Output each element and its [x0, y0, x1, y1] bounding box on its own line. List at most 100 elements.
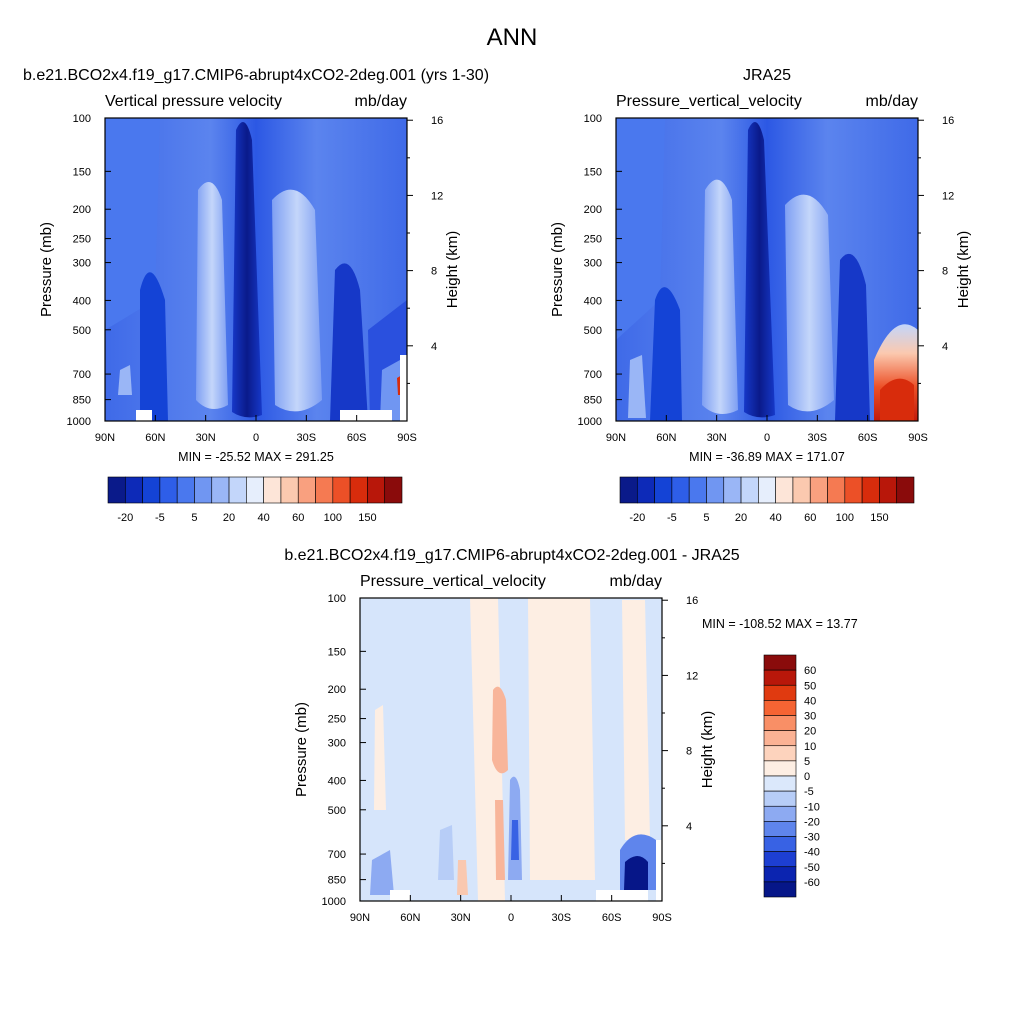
diff-ytick-label: 200: [328, 684, 346, 696]
colorbar-label: 20: [223, 512, 235, 524]
diff-rtick-label: 4: [686, 821, 692, 833]
obs-rtick-label: 8: [942, 266, 948, 278]
colorbar-swatch: [763, 866, 797, 883]
obs-xtick-label: 0: [764, 432, 770, 444]
colorbar-label: -60: [804, 877, 820, 889]
diff-ytick-label: 300: [328, 738, 346, 750]
colorbar-swatch: [792, 476, 811, 504]
colorbar-swatch: [332, 476, 351, 504]
diff-ytick-label: 100: [328, 593, 346, 605]
model-rtick-label: 16: [431, 115, 443, 127]
colorbar-swatch: [194, 476, 213, 504]
colorbar-swatch: [763, 836, 797, 852]
colorbar-label: 150: [358, 512, 376, 524]
colorbar-swatch: [706, 476, 725, 504]
model-ytick-label: 500: [73, 325, 91, 337]
model-stats: MIN = -25.52 MAX = 291.25: [178, 450, 334, 464]
colorbar-swatch: [775, 476, 794, 504]
colorbar-swatch: [763, 805, 797, 822]
colorbar-swatch: [740, 476, 759, 504]
obs-panel: Pressure_vertical_velocity mb/day 100 150…: [549, 93, 972, 444]
colorbar-label: 60: [804, 512, 816, 524]
diff-ytick-label: 500: [328, 805, 346, 817]
diff-xtick-label: 0: [508, 912, 514, 924]
colorbar-label: 40: [258, 512, 270, 524]
colorbar-swatch: [758, 476, 776, 504]
obs-xtick-label: 90N: [606, 432, 626, 444]
obs-var-label: Pressure_vertical_velocity: [616, 93, 802, 110]
model-xtick-label: 90N: [95, 432, 115, 444]
obs-colorbar: -20 -5 5 20 40 60 100 150: [619, 476, 915, 524]
diff-units-label: mb/day: [610, 573, 662, 590]
colorbar-swatch: [315, 476, 334, 504]
colorbar-swatch: [142, 476, 161, 504]
obs-plot-title: JRA25: [743, 67, 791, 84]
colorbar-swatch: [384, 476, 403, 504]
colorbar-swatch: [763, 881, 797, 898]
colorbar-swatch: [688, 476, 707, 504]
diff-ytick-label: 700: [328, 849, 346, 861]
model-rtick-label: 4: [431, 341, 437, 353]
colorbar-swatch: [297, 476, 316, 504]
diff-rtick-label: 12: [686, 670, 698, 682]
diff-xtick-label: 60S: [602, 912, 622, 924]
obs-ytick-label: 400: [584, 295, 602, 307]
model-ylabel-right: Height (km): [444, 231, 461, 309]
model-ytick-label: 250: [73, 234, 91, 246]
obs-units-label: mb/day: [866, 93, 918, 110]
colorbar-label: -5: [155, 512, 165, 524]
colorbar-swatch: [763, 760, 797, 777]
diff-ytick-label: 850: [328, 875, 346, 887]
obs-ytick-label: 700: [584, 369, 602, 381]
colorbar-swatch: [844, 476, 863, 504]
diff-ytick-label: 150: [328, 646, 346, 658]
obs-stats: MIN = -36.89 MAX = 171.07: [689, 450, 845, 464]
colorbar-label: -50: [804, 862, 820, 874]
diff-xtick-label: 30S: [552, 912, 572, 924]
colorbar-label: -10: [804, 801, 820, 813]
colorbar-swatch: [619, 476, 638, 504]
model-rtick-label: 8: [431, 266, 437, 278]
diff-ytick-label: 400: [328, 775, 346, 787]
colorbar-label: -5: [804, 786, 814, 798]
diff-ylabel: Pressure (mb): [293, 702, 310, 797]
diff-stats: MIN = -108.52 MAX = 13.77: [702, 617, 858, 631]
model-panel: Vertical pressure velocity mb/day 100 150…: [38, 93, 461, 444]
model-colorbar: -20 -5 5 20 40 60 100 150: [107, 476, 403, 524]
model-xtick-label: 0: [253, 432, 259, 444]
model-xtick-label: 60S: [347, 432, 367, 444]
colorbar-label: 0: [804, 771, 810, 783]
figure-title: ANN: [487, 24, 538, 51]
colorbar-label: -30: [804, 832, 820, 844]
diff-xtick-label: 90N: [350, 912, 370, 924]
colorbar-label: 5: [804, 756, 810, 768]
model-rtick-label: 12: [431, 190, 443, 202]
colorbar-label: 20: [804, 726, 816, 738]
model-ytick-label: 850: [73, 395, 91, 407]
model-ytick-label: 100: [73, 113, 91, 125]
colorbar-swatch: [654, 476, 673, 504]
model-plot-title: b.e21.BCO2x4.f19_g17.CMIP6-abrupt4xCO2-2…: [23, 67, 489, 84]
colorbar-swatch: [367, 476, 386, 504]
colorbar-label: -20: [117, 512, 133, 524]
colorbar-swatch: [861, 476, 880, 504]
colorbar-swatch: [263, 476, 282, 504]
obs-contour-field: [616, 118, 918, 421]
colorbar-swatch: [809, 476, 828, 504]
obs-rtick-label: 12: [942, 190, 954, 202]
model-contour-field: [105, 118, 407, 421]
diff-plot-title: b.e21.BCO2x4.f19_g17.CMIP6-abrupt4xCO2-2…: [284, 547, 739, 564]
diff-panel: Pressure_vertical_velocity mb/day 100 150…: [293, 573, 716, 924]
model-xtick-label: 30S: [297, 432, 317, 444]
colorbar-label: 30: [804, 711, 816, 723]
diff-rtick-label: 8: [686, 746, 692, 758]
colorbar-swatch: [763, 669, 797, 686]
colorbar-label: -5: [667, 512, 677, 524]
colorbar-swatch: [124, 476, 143, 504]
obs-ylabel: Pressure (mb): [549, 222, 566, 317]
colorbar-swatch: [879, 476, 898, 504]
diff-ylabel-right: Height (km): [699, 711, 716, 789]
model-xtick-label: 90S: [397, 432, 417, 444]
model-ytick-label: 300: [73, 258, 91, 270]
